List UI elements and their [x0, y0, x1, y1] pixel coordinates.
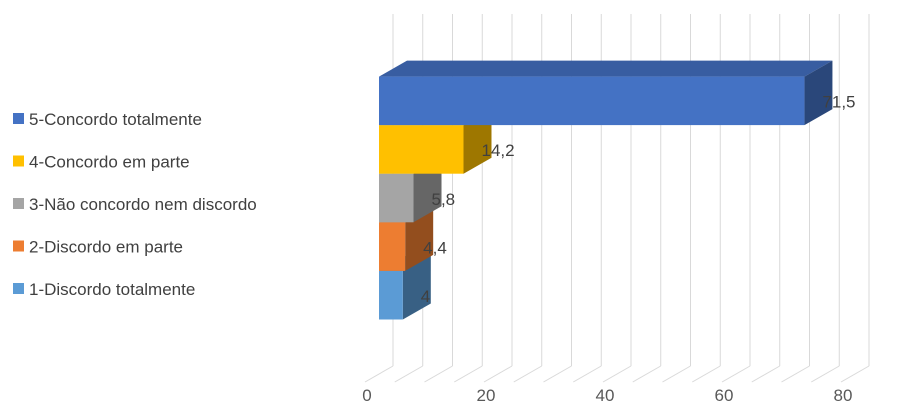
legend-swatch	[13, 155, 24, 167]
legend-label: 1-Discordo totalmente	[29, 280, 195, 299]
legend-label: 2-Discordo em parte	[29, 238, 183, 257]
floor-gridline	[543, 365, 572, 383]
floor-gridline	[364, 365, 394, 383]
x-tick-label: 60	[715, 386, 734, 403]
legend: 5-Concordo totalmente 4-Concordo em parte…	[13, 110, 257, 299]
data-label-1-discordo-totalmente: 4	[421, 287, 430, 306]
bar-5-concordo-totalmente	[379, 60, 833, 126]
bar-front-face	[379, 125, 464, 174]
floor-gridline	[662, 365, 691, 383]
bars	[379, 60, 833, 320]
legend-label: 3-Não concordo nem discordo	[29, 195, 257, 214]
bar-front-face	[379, 222, 406, 271]
x-tick-label: 20	[477, 386, 496, 403]
bar-front-face	[379, 271, 403, 320]
x-tick-label: 80	[834, 386, 853, 403]
floor-gridline	[483, 365, 513, 383]
floor-gridline	[811, 365, 840, 383]
bar-front-face	[379, 76, 805, 126]
floor-gridline	[840, 365, 870, 383]
floor-gridline	[721, 365, 751, 383]
legend-item-1-discordo-totalmente: 1-Discordo totalmente	[13, 280, 195, 299]
floor-gridline	[751, 365, 780, 383]
legend-item-3-nao-concordo-nem-discordo: 3-Não concordo nem discordo	[13, 195, 257, 214]
legend-swatch	[13, 113, 24, 124]
legend-item-4-concordo-em-parte: 4-Concordo em parte	[13, 153, 190, 172]
bar-side-face	[405, 206, 434, 271]
floor-gridline	[632, 365, 661, 383]
x-tick-label: 40	[596, 386, 615, 403]
bar-side-face	[804, 60, 833, 126]
floor-gridline	[692, 365, 721, 383]
data-label-2-discordo-em-parte: 4,4	[423, 238, 447, 257]
legend-swatch	[13, 198, 24, 209]
data-label-5-concordo-totalmente: 71,5	[822, 93, 855, 112]
legend-label: 4-Concordo em parte	[29, 153, 190, 172]
bar-top-face	[379, 60, 833, 77]
data-labels: 4 4,4 5,8 14,2 71,5	[421, 93, 856, 306]
data-label-3-nao-concordo-nem-discordo: 5,8	[432, 190, 456, 209]
x-axis-ticks: 0 20 40 60 80	[362, 386, 852, 403]
floor-gridline	[602, 365, 632, 383]
data-label-4-concordo-em-parte: 14,2	[481, 141, 514, 160]
floor-gridline	[573, 365, 602, 383]
legend-swatch	[13, 283, 24, 294]
bar-front-face	[379, 173, 414, 223]
floor-gridline	[424, 365, 453, 383]
floor-gridline	[513, 365, 542, 383]
floor-gridline	[781, 365, 810, 383]
legend-swatch	[13, 240, 24, 252]
floor-gridline	[394, 365, 423, 383]
bar-side-face	[402, 255, 431, 320]
x-tick-label: 0	[362, 386, 371, 403]
legend-item-2-discordo-em-parte: 2-Discordo em parte	[13, 238, 183, 257]
bar-side-face	[413, 157, 442, 223]
floor-gridline	[454, 365, 483, 383]
legend-item-5-concordo-totalmente: 5-Concordo totalmente	[13, 110, 202, 129]
legend-label: 5-Concordo totalmente	[29, 110, 202, 129]
bar-side-face	[463, 109, 492, 174]
